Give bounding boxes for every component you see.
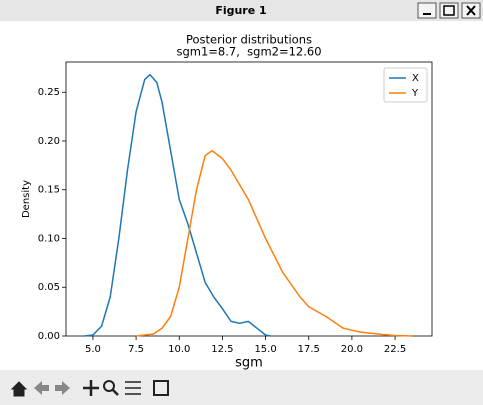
x-tick-label: 7.5 — [128, 344, 144, 355]
x-tick-label: 15.0 — [254, 344, 276, 355]
x-tick-label: 12.5 — [211, 344, 233, 355]
save-button[interactable] — [153, 380, 169, 396]
configure-button[interactable] — [125, 381, 141, 395]
zoom-button[interactable] — [103, 380, 115, 392]
density-line — [136, 149, 413, 337]
maximize-icon — [443, 5, 455, 16]
pan-button[interactable] — [83, 380, 99, 396]
y-axis-label: Density — [21, 180, 32, 218]
zoom-handle — [112, 389, 119, 396]
window-title: Figure 1 — [215, 4, 266, 17]
close-icon — [466, 5, 476, 16]
legend-box — [383, 67, 428, 103]
y-tick-label: 0.20 — [38, 136, 60, 147]
x-tick-label: 20.0 — [341, 344, 363, 355]
minimize-button[interactable] — [417, 2, 437, 19]
y-tick-label: 0.25 — [38, 87, 60, 98]
window-controls — [417, 2, 481, 19]
y-tick-label: 0.10 — [38, 233, 60, 244]
chart-subtitle: sgm1=8.7, sgm2=12.60 — [176, 45, 321, 59]
forward-button[interactable] — [55, 381, 70, 395]
density-line — [84, 73, 271, 337]
home-button[interactable] — [10, 381, 28, 397]
y-tick-label: 0.15 — [38, 185, 60, 196]
x-tick-label: 22.5 — [384, 344, 406, 355]
y-tick-label: 0.05 — [38, 282, 60, 293]
legend-label: X — [412, 73, 419, 84]
x-tick-label: 5.0 — [85, 344, 101, 355]
toolbar — [0, 370, 483, 405]
plot-area — [65, 61, 433, 337]
toolbar-icons — [10, 380, 169, 397]
x-tick-label: 17.5 — [298, 344, 320, 355]
title-bar — [0, 0, 483, 21]
y-tick-label: 0.00 — [38, 331, 60, 342]
x-tick-label: 10.0 — [168, 344, 190, 355]
back-button[interactable] — [34, 381, 49, 395]
chart-title: Posterior distributions — [186, 33, 312, 47]
x-axis-label: sgm — [235, 356, 263, 371]
legend-label: Y — [411, 88, 419, 99]
